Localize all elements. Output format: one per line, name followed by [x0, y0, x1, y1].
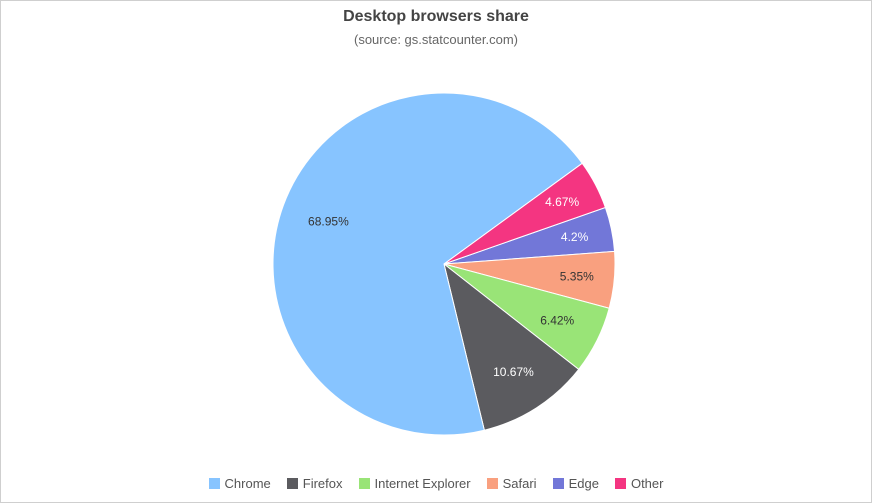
legend-item-internet-explorer[interactable]: Internet Explorer — [358, 476, 471, 491]
chart-subtitle: (source: gs.statcounter.com) — [353, 32, 518, 47]
legend-swatch — [208, 478, 220, 489]
pie-slice-other[interactable] — [443, 162, 607, 265]
legend: Chrome Firefox Internet Explorer Safari Edge… — [0, 476, 872, 491]
legend-swatch — [358, 478, 370, 489]
pie-slice-firefox[interactable] — [443, 262, 580, 431]
legend-item-chrome[interactable]: Chrome — [208, 476, 271, 491]
legend-label: Safari — [502, 476, 537, 491]
legend-swatch — [486, 478, 498, 489]
pie-slice-chrome[interactable] — [272, 92, 583, 436]
legend-label: Chrome — [224, 476, 271, 491]
legend-label: Edge — [568, 476, 599, 491]
legend-label: Other — [630, 476, 664, 491]
legend-item-firefox[interactable]: Firefox — [286, 476, 343, 491]
legend-label: Internet Explorer — [374, 476, 471, 491]
slice-label-internet-explorer: 6.42% — [540, 313, 574, 327]
legend-swatch — [614, 478, 626, 489]
slice-label-firefox: 10.67% — [493, 365, 534, 379]
slice-label-other: 4.67% — [545, 195, 579, 209]
slice-label-safari: 5.35% — [560, 270, 594, 284]
slice-label-edge: 4.2% — [561, 230, 589, 244]
legend-item-edge[interactable]: Edge — [552, 476, 599, 491]
chart-title: Desktop browsers share — [343, 8, 529, 25]
legend-item-other[interactable]: Other — [614, 476, 664, 491]
legend-label: Firefox — [302, 476, 343, 491]
slice-label-chrome: 68.95% — [308, 215, 349, 229]
legend-item-safari[interactable]: Safari — [486, 476, 537, 491]
legend-swatch — [552, 478, 564, 489]
legend-swatch — [286, 478, 298, 489]
